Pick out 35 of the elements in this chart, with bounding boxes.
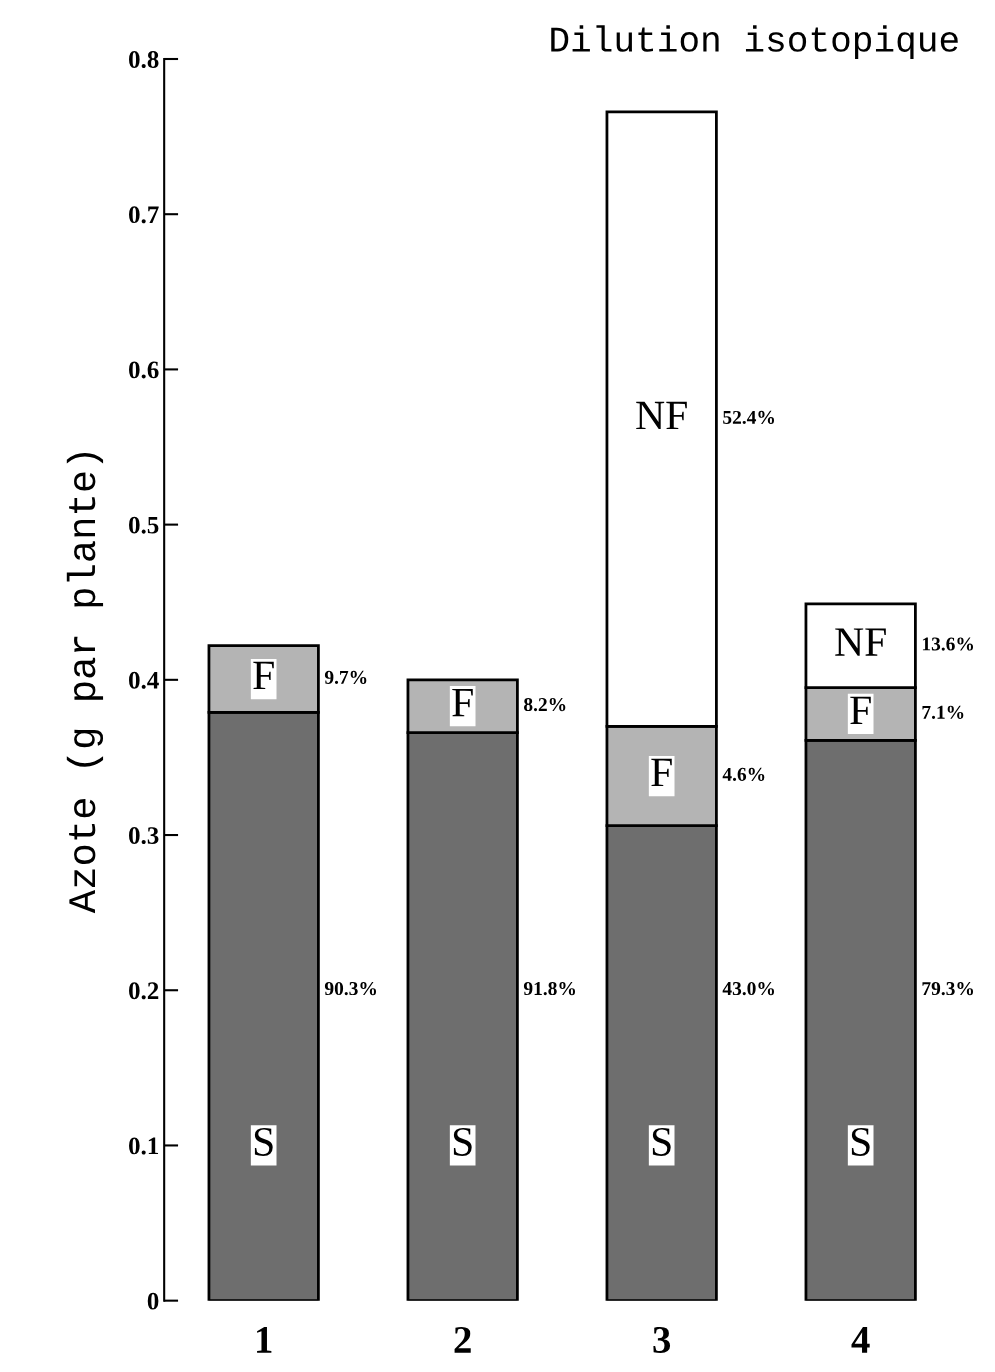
annotation: 79.3% xyxy=(922,981,974,996)
y-tick-label: 0.3 xyxy=(129,827,159,845)
annotation: 8.2% xyxy=(524,697,566,712)
series-label: S xyxy=(254,1127,273,1156)
y-axis-title: Azote (g par plante) xyxy=(66,453,104,914)
annotation: 52.4% xyxy=(723,410,775,425)
text: F xyxy=(253,661,274,690)
annotation: 43.0% xyxy=(722,981,775,996)
y-tick-label: 0 xyxy=(147,1292,159,1310)
annotation: 90.3% xyxy=(324,981,377,996)
y-tick-label: 0.1 xyxy=(129,1137,159,1155)
text: F xyxy=(850,696,871,724)
y-tick-label: 0.5 xyxy=(129,516,159,534)
text: NF xyxy=(636,401,687,430)
series-label: F xyxy=(452,688,473,717)
annotation: 7.1% xyxy=(922,705,964,719)
text: S xyxy=(652,1127,671,1156)
annotation: 9.7% xyxy=(324,670,367,684)
x-tick-label: 1 xyxy=(257,1326,272,1353)
x-tick-label: 2 xyxy=(454,1326,471,1353)
annotation: 91.8% xyxy=(523,981,576,996)
y-tick-label: 0.2 xyxy=(129,982,159,1000)
annotation: 13.6% xyxy=(922,637,974,651)
y-tick-label: 0.6 xyxy=(129,361,159,379)
x-tick-label: 3 xyxy=(653,1326,671,1354)
y-tick-label: 0.7 xyxy=(129,206,159,224)
text: F xyxy=(651,758,672,787)
annotation: 4.6% xyxy=(722,767,765,782)
text: S xyxy=(453,1127,472,1156)
y-tick-label: 0.8 xyxy=(129,51,159,69)
y-tick-label: 0.4 xyxy=(129,671,159,689)
chart-title: Dilution isotopique xyxy=(551,25,958,59)
series-label: NF xyxy=(835,628,886,656)
text: S xyxy=(851,1127,870,1156)
x-tick-label: 4 xyxy=(851,1327,870,1353)
